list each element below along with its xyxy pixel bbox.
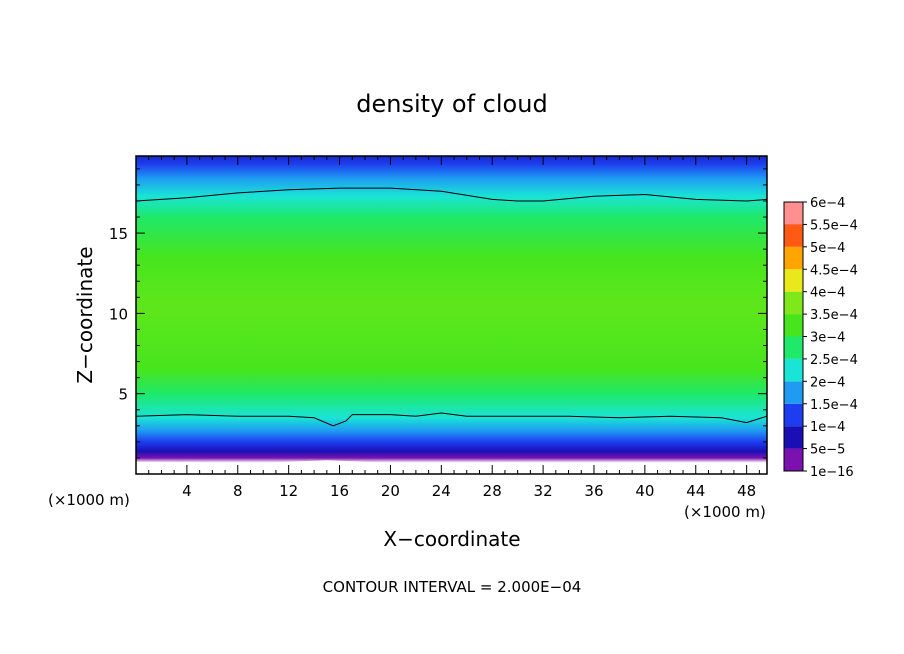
y-axis-label: Z−coordinate	[73, 246, 97, 383]
x-tick-label: 40	[635, 482, 654, 500]
x-axis-ticks: 4 8 12 16 20 24 28 32 36 40 44 48	[148, 156, 760, 500]
colorbar-swatch	[784, 381, 803, 404]
colorbar-label: 1e−16	[810, 465, 854, 480]
x-axis-label: X−coordinate	[383, 527, 520, 551]
plot-frame	[135, 155, 768, 475]
x-tick-label: 20	[381, 482, 400, 500]
colorbar-label: 5e−4	[810, 241, 845, 256]
density-field	[136, 156, 767, 474]
x-unit-left: (×1000 m)	[48, 491, 130, 509]
y-tick-label: 15	[109, 225, 128, 243]
colorbar-label: 4.5e−4	[810, 263, 858, 278]
x-tick-label: 12	[279, 482, 298, 500]
y-tick-label: 10	[109, 305, 128, 323]
x-tick-label: 28	[483, 482, 502, 500]
colorbar-label: 5.5e−4	[810, 218, 858, 233]
colorbar-label: 4e−4	[810, 286, 845, 301]
x-tick-label: 16	[330, 482, 349, 500]
y-axis-ticks: 5 10 15	[109, 168, 767, 459]
colorbar-swatch	[784, 291, 803, 315]
colorbar-label: 2.5e−4	[810, 353, 858, 368]
colorbar-label: 1.5e−4	[810, 398, 858, 413]
x-tick-label: 4	[182, 482, 192, 500]
colorbar-swatch	[784, 403, 803, 427]
colorbar-label: 1e−4	[810, 420, 845, 435]
colorbar-swatch	[784, 336, 803, 359]
colorbar-swatch	[784, 314, 803, 337]
colorbar-legend: 1e−16 5e−5 1e−4 1.5e−4 2e−4 2.5e−4 3e−4 3.5e−4 4…	[783, 196, 858, 480]
x-tick-label: 48	[737, 482, 756, 500]
colorbar-label: 3e−4	[810, 331, 845, 346]
colorbar-swatch	[784, 224, 803, 247]
x-tick-label: 24	[432, 482, 451, 500]
contour-line-0	[135, 187, 768, 202]
colorbar-label: 2e−4	[810, 375, 845, 390]
x-tick-label: 36	[584, 482, 603, 500]
x-tick-label: 44	[686, 482, 705, 500]
colorbar-swatch	[784, 426, 803, 449]
colorbar-swatch	[784, 358, 803, 382]
contour-interval-note: CONTOUR INTERVAL = 2.000E−04	[323, 578, 582, 596]
colorbar-frame	[783, 201, 804, 472]
x-tick-label: 32	[534, 482, 553, 500]
colorbar-swatch	[784, 448, 803, 471]
colorbar-label: 6e−4	[810, 196, 845, 211]
colorbar-label: 5e−5	[810, 443, 845, 458]
contour-line-1	[135, 412, 768, 427]
colorbar-label: 3.5e−4	[810, 308, 858, 323]
contour-lines	[135, 187, 768, 427]
terrain-mask	[136, 460, 767, 474]
x-tick-label: 8	[233, 482, 243, 500]
chart-title: density of cloud	[356, 90, 547, 118]
y-tick-label: 5	[118, 386, 128, 404]
colorbar-swatch	[784, 246, 803, 270]
x-unit-right: (×1000 m)	[684, 503, 766, 521]
colorbar-swatch	[784, 202, 803, 225]
colorbar-swatch	[784, 269, 803, 292]
